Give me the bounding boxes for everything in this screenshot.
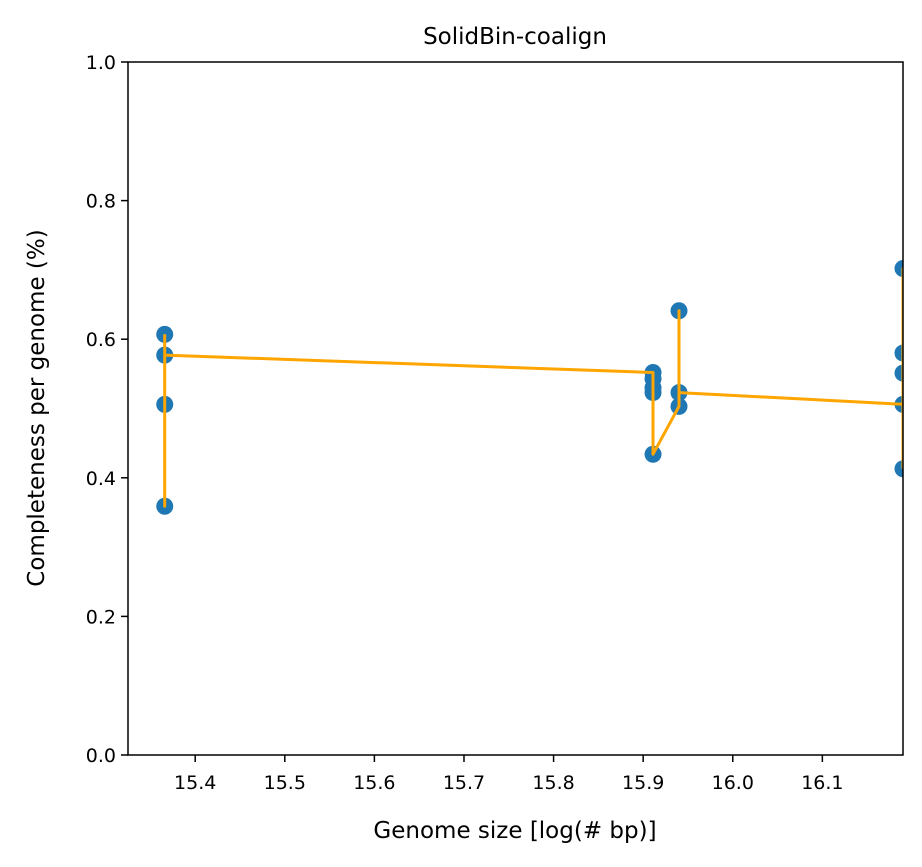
- y-axis-label: Completeness per genome (%): [24, 229, 50, 586]
- x-axis-label: Genome size [log(# bp)]: [373, 818, 656, 844]
- x-tick-label: 15.5: [264, 772, 306, 794]
- data-point: [894, 260, 903, 278]
- x-tick-label: 15.9: [622, 772, 664, 794]
- plot-frame: [127, 61, 904, 756]
- data-point: [894, 344, 903, 362]
- x-tick-label: 15.6: [353, 772, 395, 794]
- series-points-group: [156, 260, 903, 515]
- series-line-group: [163, 267, 903, 508]
- y-axis: 0.0 0.2 0.4 0.6 0.8 1.0: [86, 52, 128, 767]
- y-tick-label: 0.6: [86, 329, 116, 351]
- x-tick-label: 15.4: [174, 772, 216, 794]
- x-axis: 15.4 15.5 15.6 15.7 15.8 15.9 16.0 16.1: [174, 755, 844, 794]
- x-tick-label: 16.1: [801, 772, 843, 794]
- y-tick-label: 1.0: [86, 52, 116, 74]
- data-point: [894, 364, 903, 382]
- y-tick-label: 0.2: [86, 606, 116, 628]
- y-tick-label: 0.0: [86, 745, 116, 767]
- y-tick-label: 0.4: [86, 468, 116, 490]
- x-tick-label: 15.7: [443, 772, 485, 794]
- x-tick-label: 16.0: [712, 772, 754, 794]
- y-tick-label: 0.8: [86, 191, 116, 213]
- data-point: [894, 460, 903, 478]
- x-tick-label: 15.8: [532, 772, 574, 794]
- chart-title: SolidBin-coalign: [423, 24, 607, 50]
- median-line: [163, 267, 903, 508]
